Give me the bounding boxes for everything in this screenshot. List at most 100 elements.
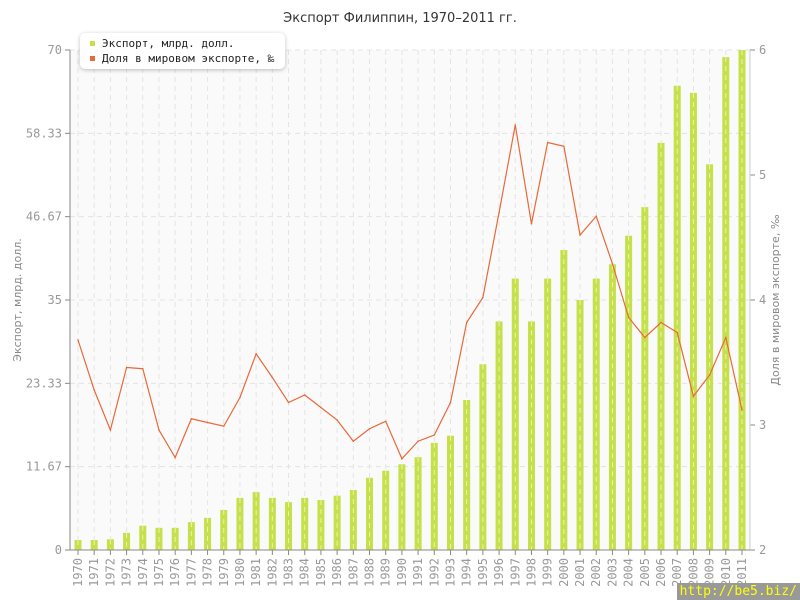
bar-1992: [430, 442, 438, 550]
line-point-1985: [320, 406, 322, 409]
x-tick-label: 2002: [589, 558, 603, 587]
bar-1982: [268, 497, 276, 550]
x-tick-label: 1979: [217, 558, 231, 587]
x-tick-label: 1980: [233, 558, 247, 587]
line-point-1972: [109, 429, 112, 431]
x-tick-label: 2005: [638, 558, 652, 587]
x-tick-label: 2007: [670, 558, 684, 587]
x-tick-label: 1971: [87, 558, 101, 587]
bar-1978: [204, 517, 212, 550]
line-point-1987: [352, 440, 355, 443]
chart-title: Экспорт Филиппин, 1970–2011 гг.: [283, 11, 517, 26]
x-tick-label: 1976: [168, 558, 182, 587]
line-point-1981: [255, 352, 257, 355]
x-tick-label: 1982: [265, 558, 279, 587]
y-right-tick-label: 2: [759, 543, 766, 557]
line-point-1988: [368, 427, 371, 430]
x-tick-label: 2004: [622, 558, 636, 587]
x-tick-label: 1984: [298, 558, 312, 587]
bar-2006: [657, 142, 665, 550]
bar-1972: [106, 539, 114, 550]
x-tick-label: 1991: [411, 558, 425, 587]
line-point-1982: [271, 376, 274, 379]
y-axis-label: Экспорт, млрд. долл.: [11, 238, 24, 361]
line-point-1984: [303, 394, 306, 396]
bar-2003: [608, 264, 616, 550]
line-point-2002: [595, 215, 598, 218]
bar-1996: [495, 321, 503, 550]
watermark[interactable]: http://be5.biz/: [676, 583, 800, 600]
line-point-2005: [644, 336, 646, 339]
line-point-1979: [222, 425, 225, 428]
x-tick-label: 1972: [103, 558, 117, 587]
line-point-2004: [627, 316, 630, 319]
x-tick-label: 1978: [201, 558, 215, 587]
x-tick-label: 2000: [557, 558, 571, 587]
y-right-tick-label: 6: [759, 43, 766, 57]
x-tick-label: 1985: [314, 558, 328, 587]
y-tick-label: 70: [48, 43, 62, 57]
line-point-1994: [465, 321, 468, 324]
x-tick-label: 1973: [120, 558, 134, 587]
y-right-tick-label: 3: [759, 418, 766, 432]
line-point-1998: [530, 222, 533, 225]
line-point-1997: [514, 124, 517, 126]
x-tick-label: 1995: [476, 558, 490, 587]
line-point-1989: [384, 420, 387, 423]
bar-2001: [576, 300, 584, 550]
x-tick-label: 1974: [136, 558, 150, 587]
y-tick-label: 0: [55, 543, 62, 557]
line-point-1976: [174, 456, 176, 459]
bar-1973: [123, 532, 131, 550]
bar-2011: [738, 50, 746, 550]
line-point-1990: [401, 457, 403, 460]
x-tick-label: 2008: [686, 558, 700, 587]
line-point-2010: [725, 336, 727, 339]
x-tick-label: 2006: [654, 558, 668, 587]
line-point-1995: [482, 296, 484, 299]
y-tick-label: 23.33: [26, 376, 62, 390]
bar-1984: [301, 497, 309, 550]
y-right-tick-label: 4: [759, 293, 766, 307]
x-tick-label: 1975: [152, 558, 166, 587]
x-tick-label: 1993: [443, 558, 457, 587]
line-point-1991: [417, 440, 419, 443]
bar-1980: [236, 497, 244, 550]
line-point-2006: [660, 321, 662, 324]
bar-1990: [398, 464, 406, 550]
line-point-1993: [449, 401, 452, 404]
x-tick-label: 1998: [524, 558, 538, 587]
legend-swatch: [90, 56, 95, 61]
y-tick-label: 35: [48, 293, 62, 307]
legend-label: Экспорт, млрд. долл.: [102, 37, 235, 50]
line-point-1973: [125, 366, 128, 369]
bar-2000: [560, 250, 568, 550]
line-point-2003: [611, 262, 614, 265]
x-tick-label: 1981: [249, 558, 263, 587]
line-point-1996: [498, 211, 500, 214]
x-tick-label: 1970: [71, 558, 85, 587]
x-tick-label: 1983: [282, 558, 296, 587]
line-point-2007: [676, 331, 679, 334]
line-point-1971: [93, 389, 95, 391]
legend-swatch: [90, 41, 95, 46]
plot-area: [70, 50, 750, 550]
bar-1998: [527, 321, 535, 550]
x-tick-label: 2011: [735, 558, 749, 587]
x-tick-label: 2009: [703, 558, 717, 587]
bar-1983: [285, 502, 293, 550]
x-tick-label: 1986: [330, 558, 344, 587]
bar-1985: [317, 500, 325, 550]
line-point-1986: [336, 419, 338, 421]
y-tick-label: 46.67: [26, 210, 62, 224]
y-right-tick-label: 5: [759, 168, 766, 182]
bar-2007: [673, 85, 681, 550]
x-tick-label: 1996: [492, 558, 506, 587]
x-tick-label: 1987: [346, 558, 360, 587]
line-point-1975: [158, 429, 160, 431]
line-point-1999: [546, 141, 549, 144]
line-point-1974: [141, 367, 144, 370]
x-tick-label: 1990: [395, 558, 409, 587]
legend-label: Доля в мировом экспорте, ‰: [102, 52, 275, 65]
